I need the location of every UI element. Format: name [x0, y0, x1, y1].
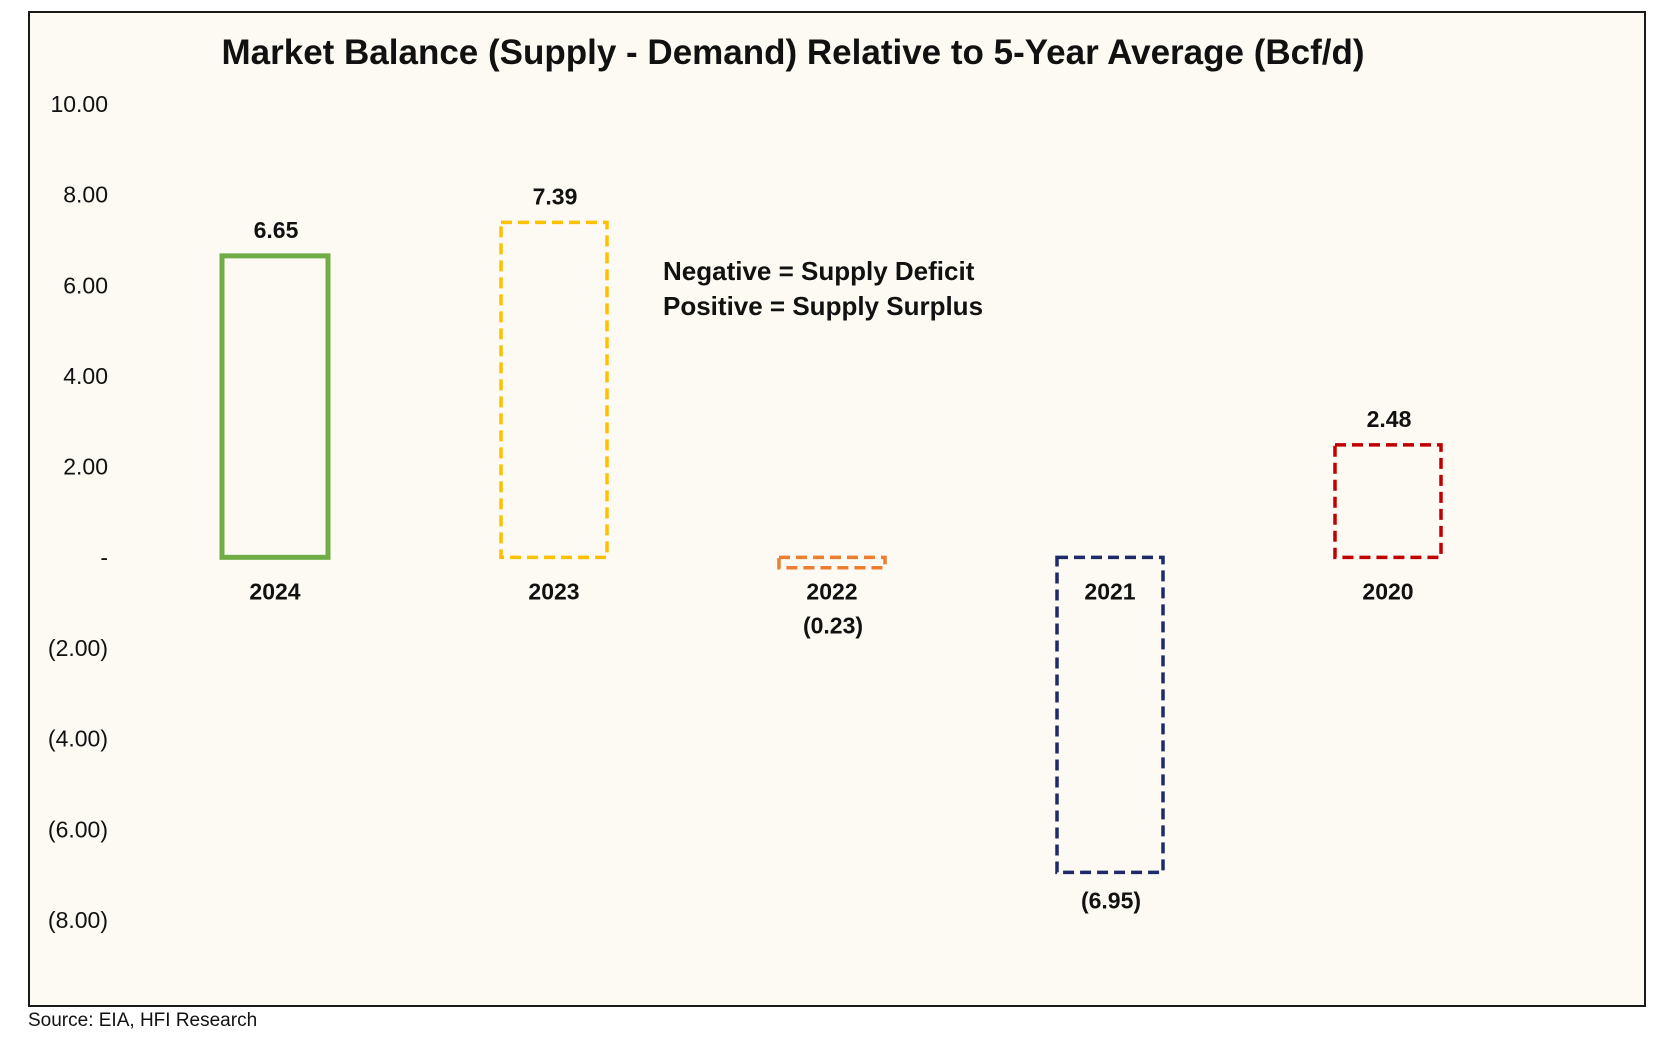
y-tick-label: 8.00: [63, 182, 108, 208]
chart-area: [28, 11, 1646, 1007]
y-tick-label: (8.00): [48, 907, 108, 933]
y-tick-label: 2.00: [63, 454, 108, 480]
y-axis: 10.00 8.00 6.00 4.00 2.00 - (2.00) (4.00) (6.00)…: [48, 91, 108, 933]
data-labels: 6.65 7.39 (0.23) (6.95) 2.48: [254, 183, 1412, 913]
annotation-text: Negative = Supply Deficit: [663, 256, 975, 286]
y-tick-label: (4.00): [48, 726, 108, 752]
x-tick-label: 2021: [1084, 578, 1135, 604]
chart-title: Market Balance (Supply - Demand) Relativ…: [221, 33, 1364, 72]
x-axis: 2024 2023 2022 2021 2020: [249, 578, 1413, 604]
data-label: 2.48: [1367, 406, 1412, 432]
y-tick-label: -: [100, 544, 108, 570]
bars: [219, 220, 1443, 875]
data-label: (0.23): [803, 612, 863, 638]
bar-2020: [1333, 443, 1443, 560]
y-tick-label: (6.00): [48, 816, 108, 842]
y-tick-label: 10.00: [50, 91, 108, 117]
source-note: Source: EIA, HFI Research: [28, 1010, 258, 1031]
annotation-text: Positive = Supply Surplus: [663, 291, 983, 321]
y-tick-label: 4.00: [63, 363, 108, 389]
annotations: Negative = Supply Deficit Positive = Supp…: [663, 256, 983, 321]
data-label: 7.39: [533, 183, 578, 209]
x-tick-label: 2023: [528, 578, 579, 604]
data-label: (6.95): [1081, 887, 1141, 913]
bar-2022: [777, 555, 887, 570]
x-tick-label: 2022: [806, 578, 857, 604]
y-tick-label: 6.00: [63, 272, 108, 298]
bar-2024: [219, 253, 331, 560]
bar-2023: [499, 220, 609, 560]
y-tick-label: (2.00): [48, 635, 108, 661]
x-tick-label: 2020: [1362, 578, 1413, 604]
x-tick-label: 2024: [249, 578, 300, 604]
bar-2021: [1055, 555, 1165, 875]
data-label: 6.65: [254, 217, 299, 243]
